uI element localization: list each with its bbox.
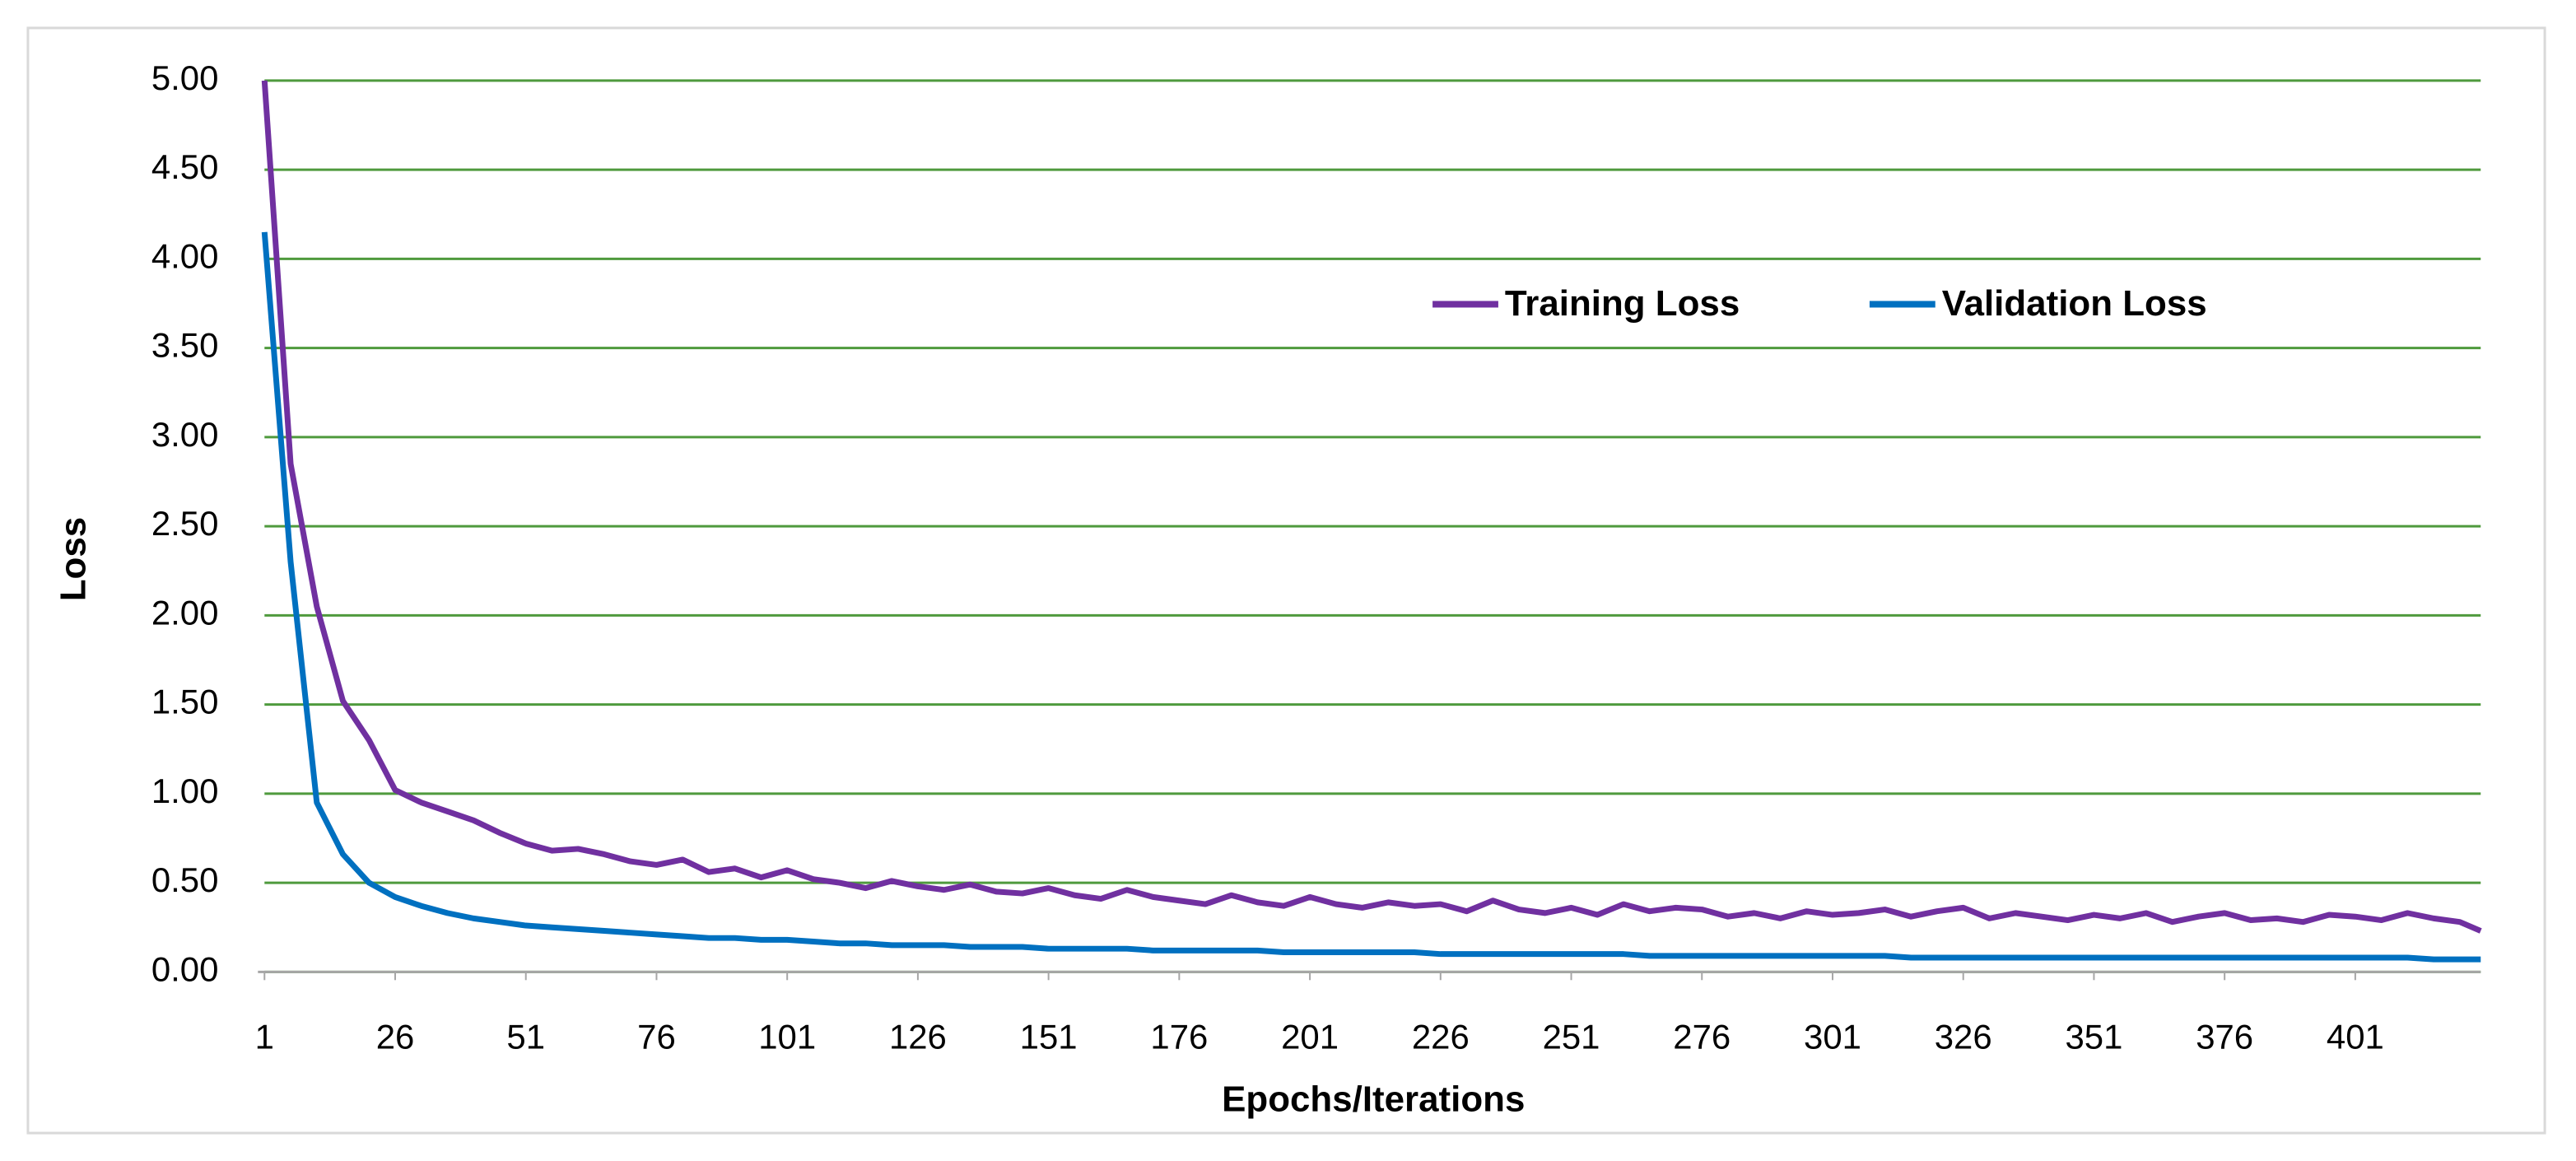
y-tick-label: 2.50 xyxy=(151,504,219,543)
legend: Training Loss Validation Loss xyxy=(1432,283,2207,324)
x-tick-label: 76 xyxy=(637,1017,676,1056)
x-tick-label: 126 xyxy=(889,1017,947,1056)
series-line xyxy=(261,80,2482,934)
x-tick-label: 326 xyxy=(1935,1017,1992,1056)
chart-border xyxy=(26,26,2546,1135)
x-tick-label: 276 xyxy=(1673,1017,1731,1056)
y-tick-label: 1.50 xyxy=(151,683,219,721)
y-tick-label: 4.50 xyxy=(151,147,219,186)
x-tick-label: 26 xyxy=(376,1017,415,1056)
y-axis-title: Loss xyxy=(53,517,93,602)
x-tick-label: 301 xyxy=(1804,1017,1861,1056)
y-tick-label: 1.00 xyxy=(151,772,219,810)
x-tick-label: 376 xyxy=(2196,1017,2253,1056)
x-tick-label: 101 xyxy=(758,1017,816,1056)
series-line xyxy=(261,231,2481,963)
x-tick-label: 351 xyxy=(2065,1017,2122,1056)
x-tick-label: 226 xyxy=(1412,1017,1470,1056)
x-tick-label: 176 xyxy=(1150,1017,1208,1056)
y-tick-label: 3.00 xyxy=(151,415,219,454)
y-tick-label: 3.50 xyxy=(151,326,219,365)
x-tick-label: 151 xyxy=(1020,1017,1078,1056)
y-tick-label: 2.00 xyxy=(151,593,219,632)
x-axis-title: Epochs/Iterations xyxy=(1222,1079,1525,1120)
y-tick-label: 0.50 xyxy=(151,860,219,899)
y-tick-label: 5.00 xyxy=(151,58,219,97)
legend-label: Validation Loss xyxy=(1942,283,2207,324)
x-tick-label: 251 xyxy=(1543,1017,1600,1056)
y-tick-label: 4.00 xyxy=(151,236,219,275)
x-tick-label: 401 xyxy=(2327,1017,2384,1056)
y-tick-label: 0.00 xyxy=(151,949,219,988)
x-tick-label: 51 xyxy=(506,1017,545,1056)
x-tick-label: 1 xyxy=(255,1017,274,1056)
legend-label: Training Loss xyxy=(1505,283,1740,324)
x-tick-label: 201 xyxy=(1281,1017,1339,1056)
